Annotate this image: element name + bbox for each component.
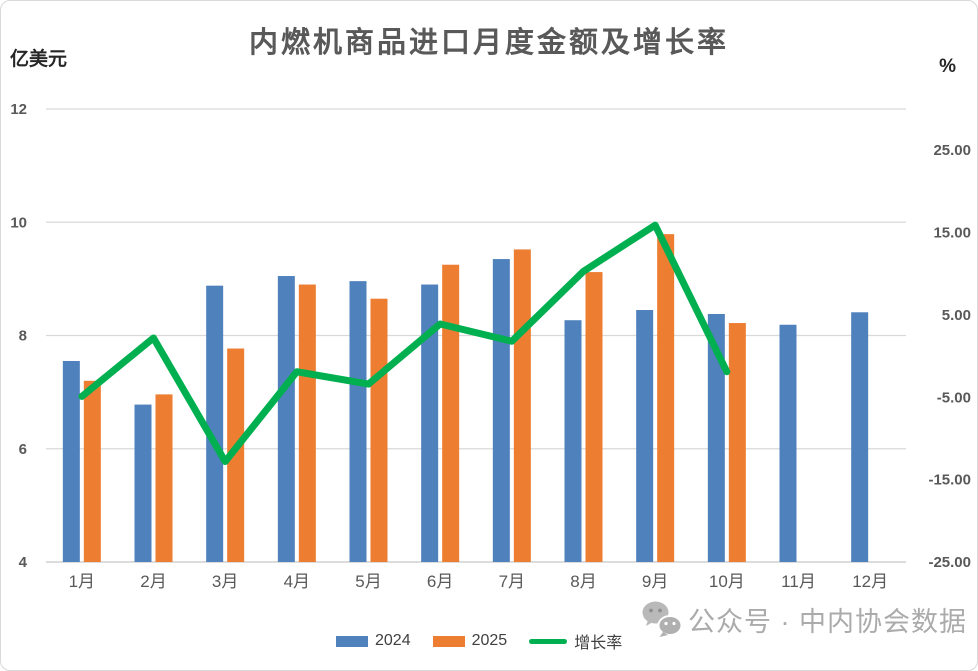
x-axis-label: 6月 — [427, 572, 453, 591]
right-axis-tick: -25.00 — [928, 554, 971, 571]
right-axis-unit: % — [939, 56, 956, 77]
watermark: 公众号 · 中内协会数据 — [642, 600, 967, 639]
wechat-icon — [642, 601, 682, 637]
right-axis-tick: 5.00 — [942, 307, 971, 324]
left-axis-tick: 6 — [19, 441, 27, 458]
bar-2024-3月 — [206, 285, 224, 562]
chart-title: 内燃机商品进口月度金额及增长率 — [248, 27, 729, 59]
watermark-text: 公众号 · 中内协会数据 — [688, 607, 967, 637]
x-axis-label: 5月 — [355, 572, 381, 591]
bar-2025-2月 — [155, 394, 173, 562]
bar-2025-4月 — [298, 284, 316, 562]
bar-2024-5月 — [349, 281, 367, 562]
bar-2025-1月 — [83, 380, 101, 562]
left-axis-tick: 10 — [10, 214, 27, 231]
right-axis-tick: -15.00 — [928, 472, 971, 489]
x-axis-label: 12月 — [852, 572, 888, 591]
legend-item-growth-rate: 增长率 — [529, 629, 622, 653]
left-axis-unit: 亿美元 — [10, 49, 68, 70]
x-axis-label: 8月 — [570, 572, 596, 591]
x-axis-label: 3月 — [212, 572, 238, 591]
legend-swatch-2024 — [336, 635, 368, 647]
bar-2025-5月 — [370, 298, 388, 562]
bar-2025-9月 — [657, 234, 675, 563]
bar-2025-7月 — [513, 249, 531, 562]
x-axis-label: 4月 — [284, 572, 310, 591]
legend-item-2024: 2024 — [336, 632, 411, 650]
bar-2025-6月 — [442, 264, 460, 562]
bar-2025-8月 — [585, 272, 603, 562]
legend-item-2025: 2025 — [432, 632, 508, 650]
x-axis-label: 1月 — [69, 572, 95, 591]
x-axis-label: 10月 — [709, 572, 745, 591]
x-axis-label: 11月 — [781, 572, 816, 591]
right-axis-tick: 25.00 — [933, 142, 971, 159]
bar-2024-8月 — [564, 320, 582, 562]
right-axis-tick: -5.00 — [937, 389, 971, 406]
bar-2024-11月 — [779, 324, 797, 562]
bar-2024-1月 — [62, 360, 80, 562]
bar-2024-7月 — [492, 259, 510, 562]
x-axis-label: 9月 — [642, 572, 668, 591]
legend-label-2025: 2025 — [471, 632, 508, 649]
x-axis-label: 2月 — [140, 572, 166, 591]
bar-2024-4月 — [277, 276, 295, 562]
bar-2024-9月 — [636, 310, 654, 562]
plot-area: 4 6 8 10 12 25.00 15.00 5.00 -5.00 -15.00 -25.00 1月… — [10, 101, 971, 591]
legend-swatch-growth-rate — [529, 638, 568, 644]
bar-2024-6月 — [421, 284, 439, 562]
right-axis-tick: 15.00 — [933, 225, 971, 242]
bar-2025-10月 — [728, 323, 746, 562]
bar-2024-10月 — [707, 313, 725, 562]
legend-swatch-2025 — [432, 635, 465, 647]
x-axis-label: 7月 — [499, 572, 525, 591]
left-axis-tick: 12 — [10, 101, 27, 118]
left-axis-tick: 4 — [19, 554, 28, 571]
left-axis-tick: 8 — [19, 328, 27, 345]
bar-2025-3月 — [227, 348, 245, 562]
legend-label-2024: 2024 — [375, 632, 411, 649]
bar-2024-2月 — [134, 404, 152, 562]
bar-2024-12月 — [851, 312, 869, 562]
growth-rate-line — [78, 221, 731, 466]
legend-label-growth-rate: 增长率 — [574, 635, 623, 652]
legend: 2024 2025 增长率 — [336, 629, 622, 653]
